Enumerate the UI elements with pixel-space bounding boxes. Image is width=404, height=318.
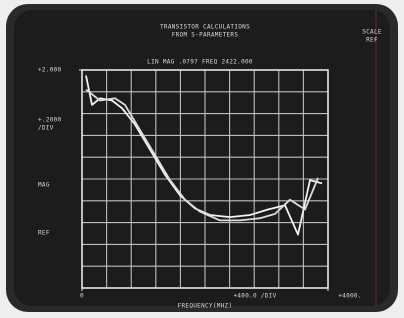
right-label: REF [366, 37, 378, 44]
page: {"chart_data": { "type": "line", "title"… [0, 0, 404, 318]
title-line: TRANSISTOR CALCULATIONS [160, 24, 250, 31]
title-line: FROM S-PARAMETERS [172, 32, 239, 39]
y-tick-label: +2.000 [38, 67, 62, 74]
screen-photo: TRANSISTOR CALCULATIONS FROM S-PARAMETER… [0, 0, 404, 318]
x-tick-label: +4000. [338, 293, 361, 300]
left-label: +.2000 [38, 117, 62, 124]
x-axis-label: FREQUENCY(MHZ) [178, 303, 233, 310]
crt-glass [14, 10, 390, 306]
x-tick-label: 0 [80, 293, 84, 300]
left-label: /DIV [38, 125, 54, 132]
left-label: MAG [38, 182, 50, 189]
subtitle: LIN MAG .0797 FREQ 2422.000 [147, 59, 253, 66]
x-scale-label: +400.0 /DIV [233, 293, 276, 300]
right-label: SCALE [362, 29, 382, 36]
left-label: REF [38, 230, 50, 237]
